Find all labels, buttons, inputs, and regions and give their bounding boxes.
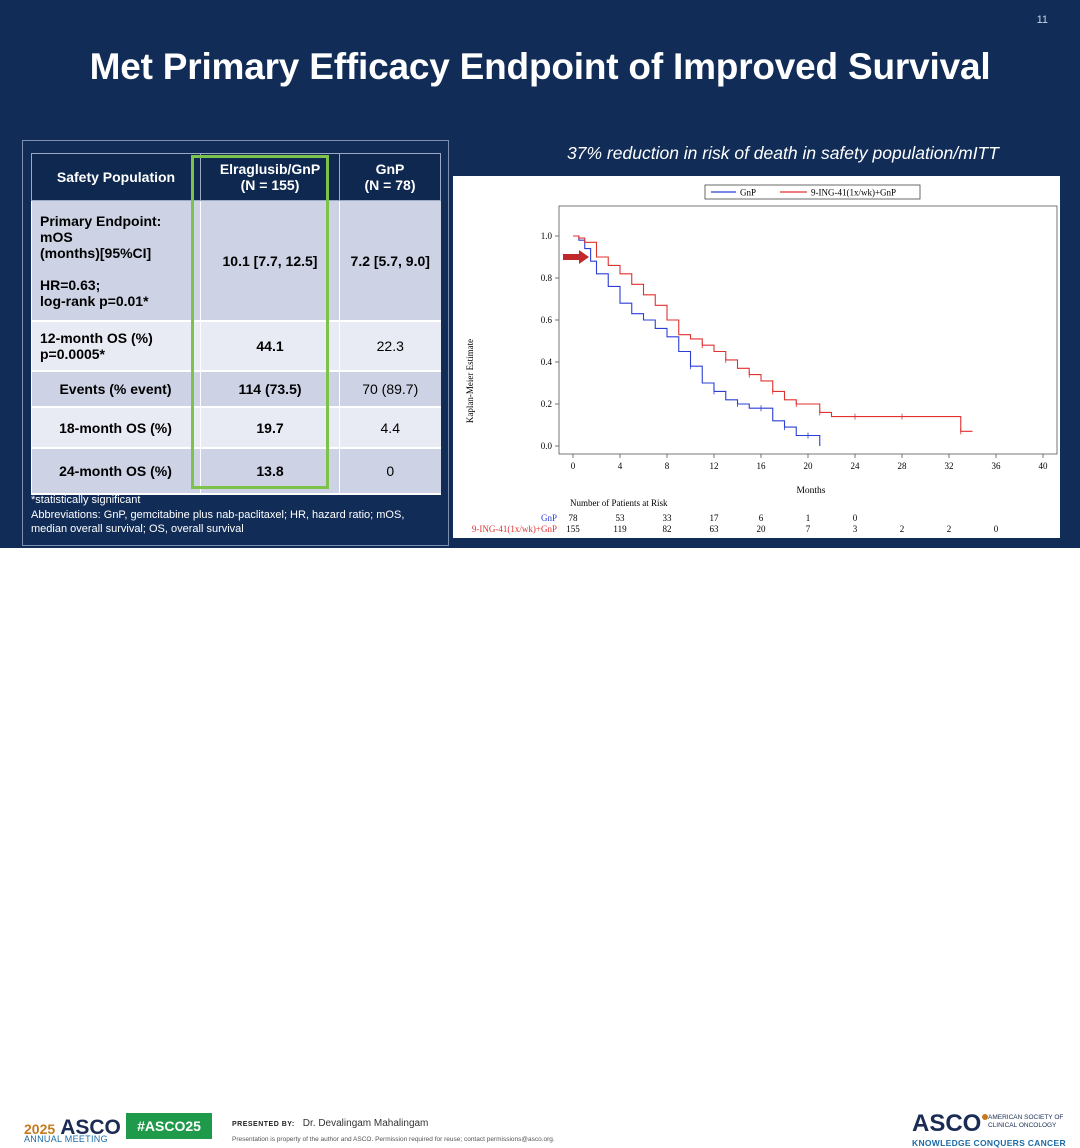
risk-count: 2 bbox=[900, 524, 905, 534]
x-tick-label: 12 bbox=[710, 461, 719, 471]
results-table-panel: Safety Population Elraglusib/GnP (N = 15… bbox=[22, 140, 449, 546]
x-tick-label: 36 bbox=[992, 461, 1002, 471]
gnp-value: 0 bbox=[339, 448, 441, 495]
elraglusib-value: 10.1 [7.7, 12.5] bbox=[200, 200, 340, 322]
plot-frame bbox=[558, 205, 1058, 455]
y-tick-label: 0.6 bbox=[541, 315, 553, 325]
legend-label-gnp: GnP bbox=[740, 188, 756, 198]
plot-area: 0 4 8 12 16 20 24 28 32 36 400.00.20.40.60.81.078 5… bbox=[541, 205, 1058, 534]
legend-label-ing: 9-ING-41(1x/wk)+GnP bbox=[811, 188, 896, 198]
y-tick-label: 0.2 bbox=[541, 399, 552, 409]
row-label: 18-month OS (%) bbox=[31, 407, 201, 449]
hashtag-badge: #ASCO25 bbox=[126, 1113, 212, 1139]
org-line-2: CLINICAL ONCOLOGY bbox=[988, 1122, 1057, 1129]
header-label: Safety Population bbox=[56, 169, 176, 185]
x-tick-label: 4 bbox=[618, 461, 623, 471]
risk-count: 7 bbox=[806, 524, 811, 534]
footnote-significance: *statistically significant bbox=[31, 494, 141, 506]
arrow-icon bbox=[563, 250, 589, 264]
gnp-value: 7.2 [5.7, 9.0] bbox=[339, 200, 441, 322]
gnp-survival-curve bbox=[573, 235, 821, 446]
x-tick-label: 40 bbox=[1039, 461, 1049, 471]
asco-org-name: AMERICAN SOCIETY OF CLINICAL ONCOLOGY bbox=[988, 1114, 1063, 1130]
gnp-value: 22.3 bbox=[339, 321, 441, 372]
asco-logo: ASCO bbox=[912, 1110, 989, 1138]
elraglusib-value: 44.1 bbox=[200, 321, 340, 372]
risk-count: 63 bbox=[710, 524, 720, 534]
risk-count: 33 bbox=[663, 513, 673, 523]
copyright-disclaimer: Presentation is property of the author a… bbox=[232, 1136, 555, 1143]
header-gnp: GnP (N = 78) bbox=[339, 153, 441, 201]
row-label: Events (% event) bbox=[31, 371, 201, 408]
x-tick-label: 16 bbox=[757, 461, 767, 471]
gnp-value: 70 (89.7) bbox=[339, 371, 441, 408]
table-row: 12-month OS (%) p=0.0005* 44.1 22.3 bbox=[31, 321, 441, 372]
row-label: Primary Endpoint: mOS (months)[95%CI] HR… bbox=[31, 200, 201, 322]
table-footnotes: *statistically significant Abbreviations… bbox=[31, 493, 441, 537]
y-tick-label: 0.8 bbox=[541, 273, 553, 283]
risk-count: 82 bbox=[663, 524, 672, 534]
presenter-name: Dr. Devalingam Mahalingam bbox=[302, 1118, 429, 1129]
risk-count: 17 bbox=[710, 513, 720, 523]
footnote-abbreviations: Abbreviations: GnP, gemcitabine plus nab… bbox=[31, 508, 405, 536]
risk-count: 20 bbox=[757, 524, 767, 534]
chart-legend: GnP 9-ING-41(1x/wk)+GnP bbox=[704, 184, 921, 200]
y-tick-label: 1.0 bbox=[541, 231, 553, 241]
x-tick-label: 8 bbox=[665, 461, 670, 471]
risk-count: 0 bbox=[994, 524, 999, 534]
y-tick-label: 0.4 bbox=[541, 357, 553, 367]
risk-row-label-ing: 9-ING-41(1x/wk)+GnP bbox=[472, 524, 557, 534]
header-elraglusib-gnp: Elraglusib/GnP (N = 155) bbox=[200, 153, 340, 201]
legend-frame bbox=[704, 184, 921, 200]
x-tick-label: 32 bbox=[945, 461, 954, 471]
risk-count: 155 bbox=[566, 524, 580, 534]
risk-count: 6 bbox=[759, 513, 764, 523]
row-label: 12-month OS (%) p=0.0005* bbox=[31, 321, 201, 372]
slide-title: Met Primary Efficacy Endpoint of Improve… bbox=[89, 46, 991, 87]
elraglusib-highlight-box bbox=[191, 155, 329, 489]
risk-count: 2 bbox=[947, 524, 952, 534]
results-table: Safety Population Elraglusib/GnP (N = 15… bbox=[31, 153, 441, 495]
x-tick-label: 28 bbox=[898, 461, 908, 471]
footer-bar: 2025 ASCO ANNUAL MEETING #ASCO25 PRESENT… bbox=[0, 548, 1080, 1148]
risk-count: 1 bbox=[806, 513, 811, 523]
risk-count: 53 bbox=[616, 513, 626, 523]
presented-by-label: PRESENTED BY: bbox=[232, 1121, 295, 1128]
km-chart: GnP 9-ING-41(1x/wk)+GnP Kaplan-Meier Est… bbox=[465, 184, 1058, 534]
chart-subtitle: 37% reduction in risk of death in safety… bbox=[567, 143, 999, 163]
elraglusib-value: 19.7 bbox=[200, 407, 340, 449]
presenter-line: PRESENTED BY: Dr. Devalingam Mahalingam bbox=[232, 1118, 428, 1129]
x-tick-label: 20 bbox=[804, 461, 814, 471]
km-chart-panel: GnP 9-ING-41(1x/wk)+GnP Kaplan-Meier Est… bbox=[453, 176, 1060, 538]
risk-row-label-gnp: GnP bbox=[541, 513, 557, 523]
x-tick-label: 24 bbox=[851, 461, 861, 471]
table-row: 18-month OS (%) 19.7 4.4 bbox=[31, 407, 441, 449]
risk-count: 0 bbox=[853, 513, 858, 523]
asco-slogan: KNOWLEDGE CONQUERS CANCER bbox=[912, 1138, 1066, 1148]
asco-wordmark: ASCO bbox=[912, 1110, 982, 1137]
y-axis-label: Kaplan-Meier Estimate bbox=[465, 339, 475, 423]
x-tick-label: 0 bbox=[571, 461, 576, 471]
y-tick-label: 0.0 bbox=[541, 441, 553, 451]
page-number: 11 bbox=[1036, 14, 1048, 26]
risk-table-title: Number of Patients at Risk bbox=[570, 498, 668, 508]
risk-count: 78 bbox=[569, 513, 579, 523]
row-label: 24-month OS (%) bbox=[31, 448, 201, 495]
elraglusib-value: 114 (73.5) bbox=[200, 371, 340, 408]
gnp-value: 4.4 bbox=[339, 407, 441, 449]
table-row: Primary Endpoint: mOS (months)[95%CI] HR… bbox=[31, 200, 441, 322]
table-row: Events (% event) 114 (73.5) 70 (89.7) bbox=[31, 371, 441, 408]
risk-count: 119 bbox=[613, 524, 627, 534]
slide-background: 11 Met Primary Efficacy Endpoint of Impr… bbox=[0, 0, 1080, 548]
header-safety-population: Safety Population bbox=[31, 153, 201, 201]
org-line-1: AMERICAN SOCIETY OF bbox=[988, 1114, 1064, 1121]
ing-survival-curve bbox=[573, 235, 973, 432]
x-axis-label: Months bbox=[796, 486, 825, 496]
risk-count: 3 bbox=[853, 524, 858, 534]
meeting-name: ANNUAL MEETING bbox=[24, 1134, 108, 1144]
